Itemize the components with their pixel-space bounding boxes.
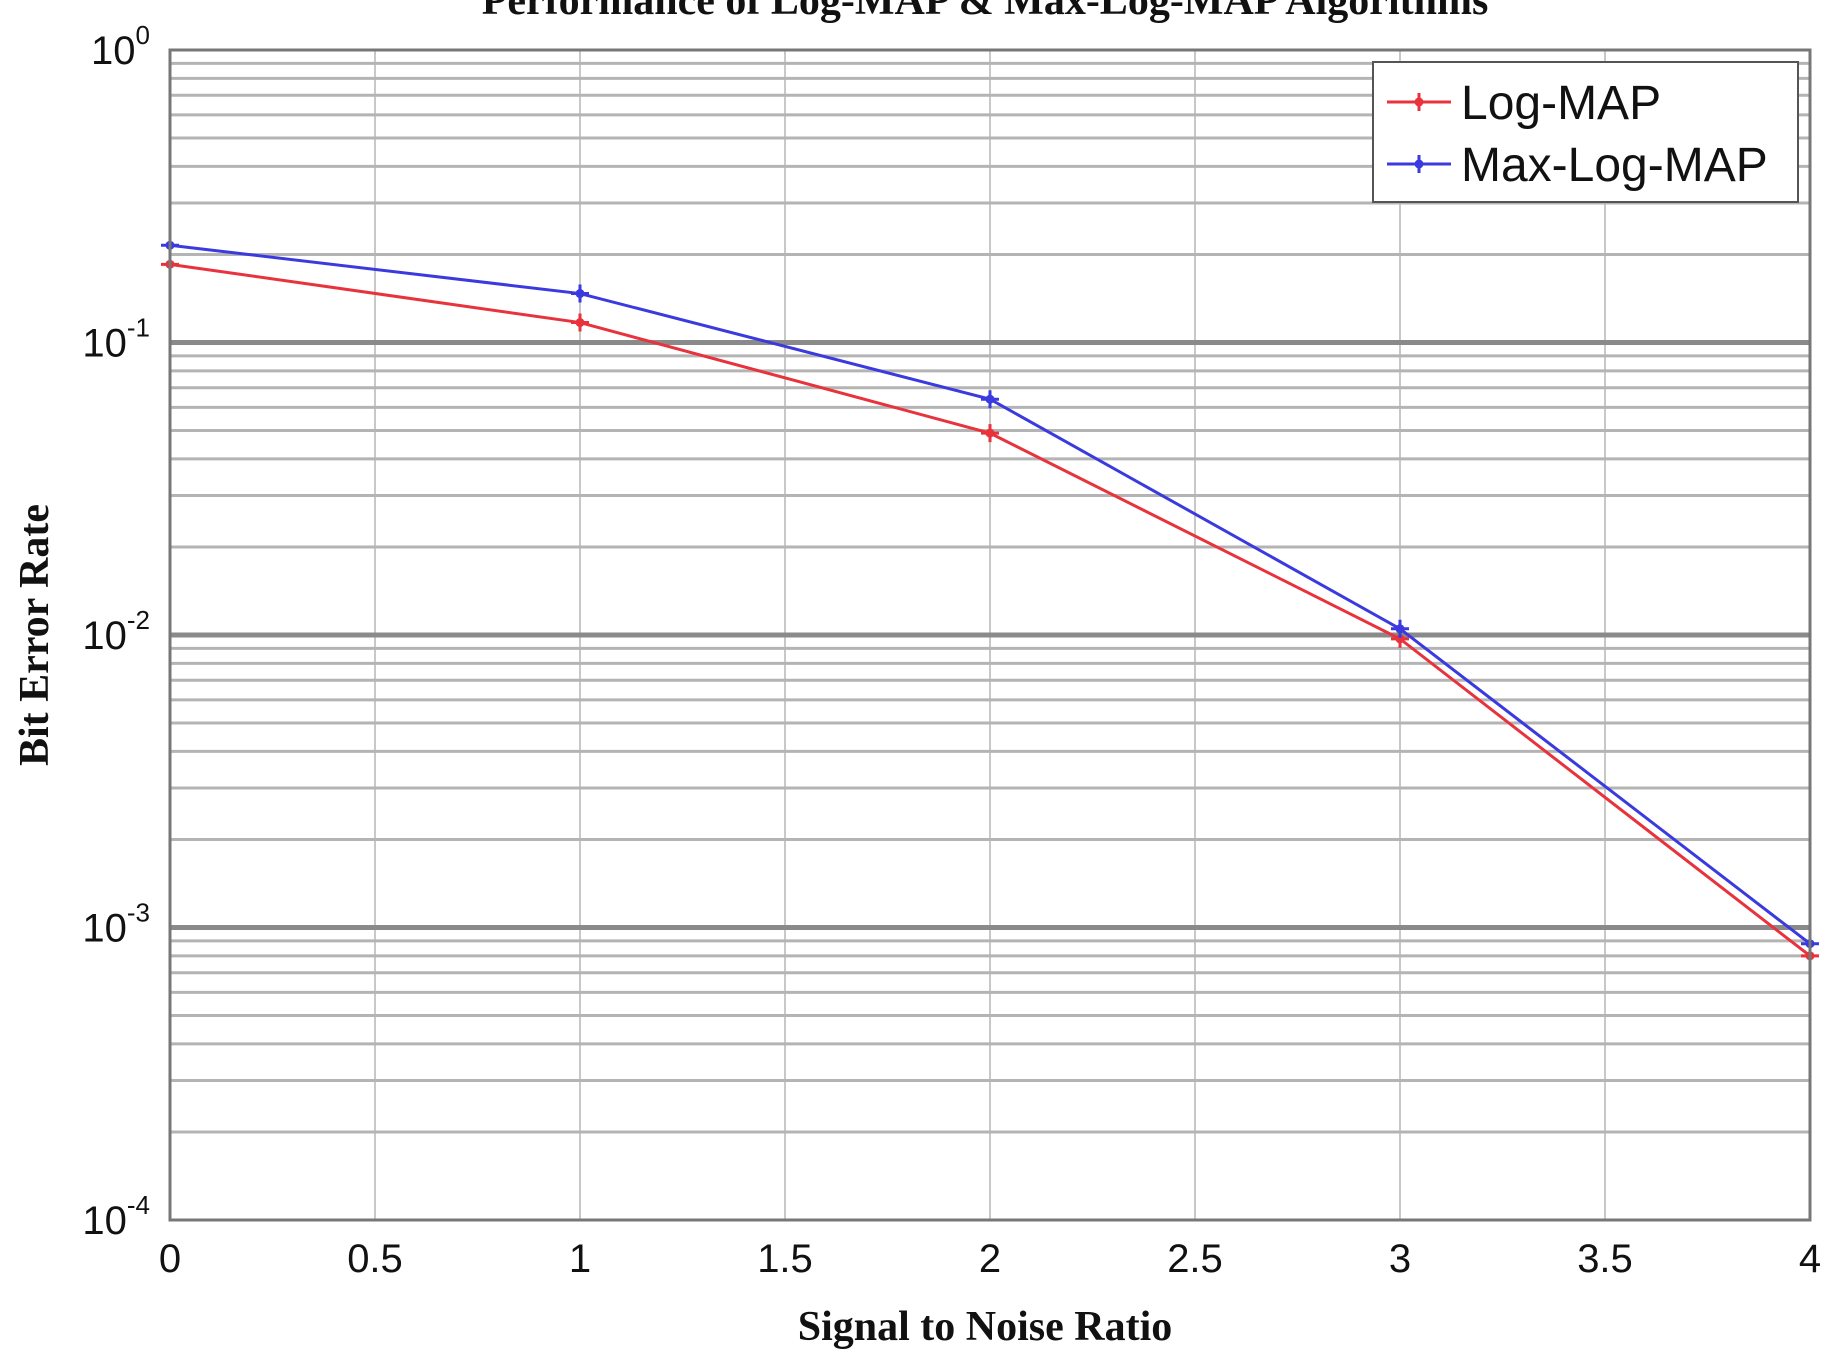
data-point-center: [1395, 624, 1405, 634]
legend: Log-MAP Max-Log-MAP: [1372, 61, 1799, 203]
y-tick-label: 100: [91, 20, 150, 73]
x-tick-label: 2: [979, 1237, 1001, 1281]
data-point-center: [575, 289, 585, 299]
y-tick-labels: 100 10-1 10-2 10-3 10-4: [82, 20, 150, 1243]
x-tick-label: 1.5: [757, 1237, 813, 1281]
data-point-center: [1395, 634, 1405, 644]
x-tick-label: 0.5: [347, 1237, 403, 1281]
x-tick-label: 0: [159, 1237, 181, 1281]
series-layer: [161, 236, 1819, 965]
y-tick-label: 10-1: [82, 313, 150, 366]
chart-title: Performance of Log-MAP & Max-Log-MAP Alg…: [482, 0, 1489, 24]
x-tick-labels: 0 0.5 1 1.5 2 2.5 3 3.5 4: [159, 1237, 1821, 1281]
y-tick-label: 10-3: [82, 898, 150, 951]
legend-label: Max-Log-MAP: [1461, 139, 1768, 192]
legend-box: [1372, 61, 1799, 203]
plot-frame: [168, 48, 1812, 1222]
x-tick-label: 1: [569, 1237, 591, 1281]
x-tick-label: 4: [1799, 1237, 1821, 1281]
data-point-center: [985, 394, 995, 404]
legend-swatch-dot: [1414, 159, 1424, 169]
legend-swatch-dot: [1414, 97, 1424, 107]
y-tick-label: 10-2: [82, 605, 150, 658]
x-axis-label: Signal to Noise Ratio: [798, 1304, 1173, 1350]
y-tick-label: 10-4: [82, 1190, 150, 1243]
data-point-center: [575, 318, 585, 328]
series-max-log-map: [161, 236, 1819, 953]
data-point-center: [985, 428, 995, 438]
y-axis-label: Bit Error Rate: [12, 504, 58, 766]
x-tick-label: 3.5: [1577, 1237, 1633, 1281]
x-tick-label: 2.5: [1167, 1237, 1223, 1281]
x-tick-label: 3: [1389, 1237, 1411, 1281]
legend-label: Log-MAP: [1461, 77, 1661, 130]
